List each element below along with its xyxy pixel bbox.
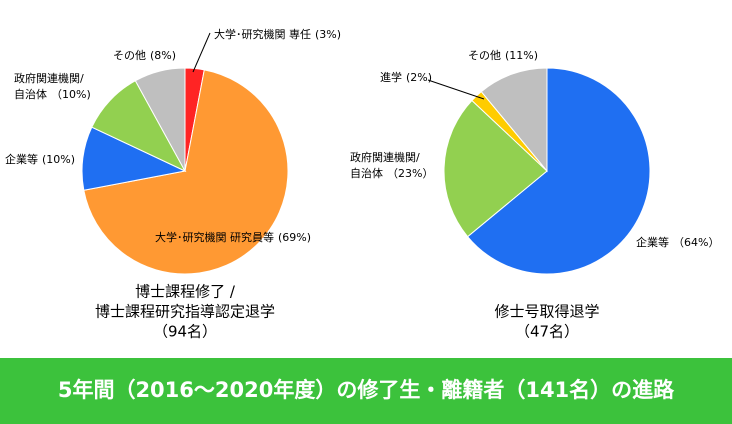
slice-value-label: （23%） bbox=[387, 167, 433, 180]
slice-label: 大学･研究機関 専任 bbox=[214, 27, 311, 41]
slice-value-label: (10%) bbox=[42, 153, 75, 166]
chart-subtitle: （94名） bbox=[153, 323, 217, 341]
slice-label: 企業等 bbox=[636, 235, 669, 249]
pie-slice bbox=[134, 67, 186, 172]
slice-value-label: (11%) bbox=[505, 49, 538, 62]
slice-value-label: （10%) bbox=[51, 88, 91, 101]
slice-label: その他 bbox=[468, 49, 501, 62]
banner-text: 5年間（2016～2020年度）の修了生・離籍者（141名）の進路 bbox=[58, 378, 675, 402]
slice-value-label: (8%) bbox=[150, 49, 176, 62]
slice-label: 政府関連機関/自治体 bbox=[14, 71, 84, 101]
slice-label: その他 bbox=[113, 49, 146, 62]
slice-value-label: (3%) bbox=[315, 28, 341, 41]
slice-label: 政府関連機関/自治体 bbox=[350, 150, 420, 180]
slice-label: 大学･研究機関 研究員等 bbox=[155, 230, 274, 244]
pie-slice bbox=[443, 99, 548, 238]
pie-slice bbox=[480, 67, 548, 173]
chart-title: 修士号取得退学 bbox=[494, 303, 599, 321]
slice-label: 企業等 bbox=[5, 152, 38, 166]
leader-line bbox=[192, 32, 211, 73]
chart-title: 博士課程修了 / bbox=[135, 283, 236, 301]
pie-slice bbox=[466, 67, 651, 275]
chart-subtitle: （47名） bbox=[515, 323, 579, 341]
slice-value-label: (69%) bbox=[278, 231, 311, 244]
leader-line bbox=[427, 79, 485, 100]
slice-label: 進学 bbox=[380, 70, 402, 84]
chart-title: 博士課程研究指導認定退学 bbox=[95, 303, 275, 321]
slice-value-label: （64%） bbox=[673, 236, 719, 249]
slice-value-label: (2%) bbox=[406, 71, 432, 84]
banner-bg bbox=[0, 358, 732, 424]
